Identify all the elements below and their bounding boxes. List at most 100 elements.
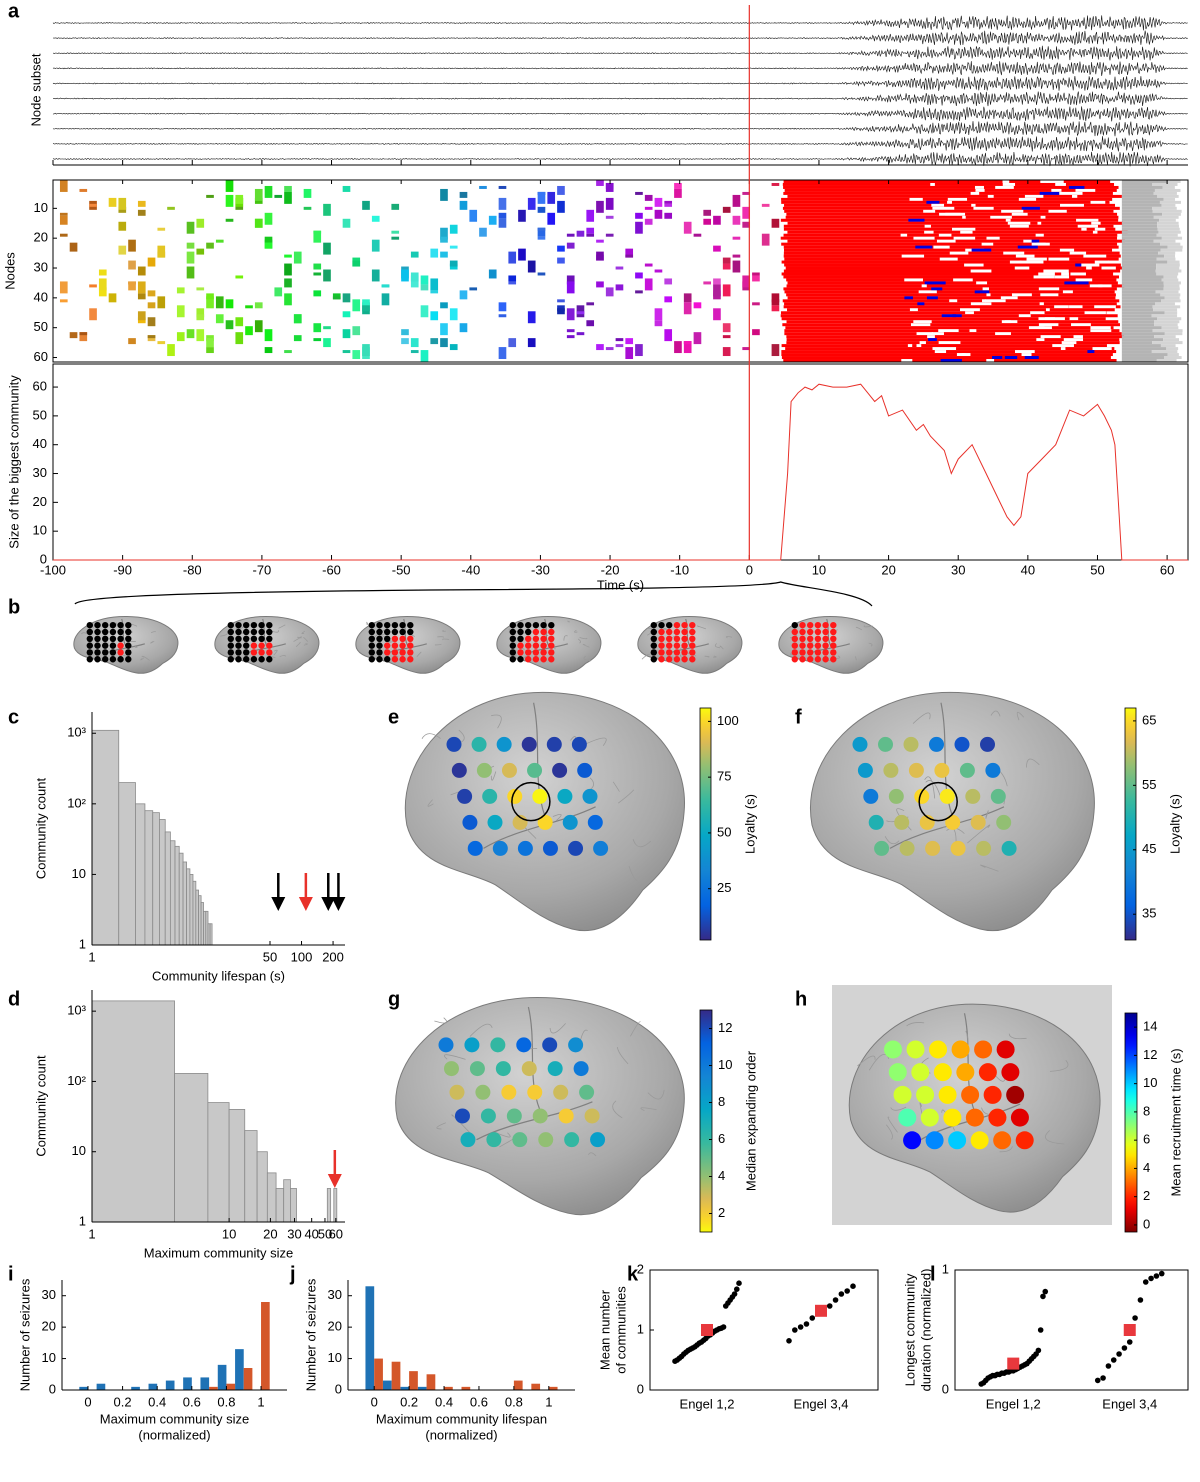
x-tick-label: 1 (545, 1394, 552, 1409)
community-gap (1075, 278, 1093, 282)
community-block (1121, 185, 1163, 189)
community-block (352, 350, 361, 360)
community-gap (1009, 224, 1029, 228)
community-block (683, 293, 692, 303)
brain-fold (273, 649, 278, 656)
community-block (1162, 185, 1175, 189)
bar (374, 1358, 383, 1390)
community-block (1155, 269, 1182, 273)
bar (531, 1383, 541, 1390)
electrode (109, 642, 117, 649)
electrode (94, 628, 101, 636)
electrode (553, 1084, 569, 1100)
electrode (925, 1131, 944, 1150)
electrode (673, 642, 681, 649)
community-block (1154, 323, 1178, 327)
electrode (243, 649, 250, 656)
brain-fold (278, 624, 286, 629)
community-block (1121, 230, 1159, 234)
brain-fold (612, 781, 620, 792)
electrode (102, 628, 109, 636)
community-block (157, 296, 166, 309)
mean-marker (815, 1304, 827, 1317)
community-gap (1090, 326, 1111, 330)
community-block (742, 347, 751, 351)
y-tick-label: 1 (79, 936, 86, 951)
electrode (250, 642, 258, 649)
y-tick-label: 20 (328, 1319, 342, 1334)
y-tick-label: 30 (328, 1287, 342, 1302)
brain-fold (789, 634, 798, 639)
community-block (352, 299, 361, 312)
electrode (571, 736, 587, 752)
community-gap (924, 281, 946, 285)
community-block (786, 284, 1125, 288)
electrode (250, 628, 258, 636)
brain-fold (912, 712, 931, 724)
community-block (742, 191, 751, 195)
brain-fold (647, 1089, 665, 1100)
community-block (771, 305, 780, 312)
electrode (548, 649, 555, 656)
brain-fold (570, 736, 577, 741)
point (731, 1291, 738, 1297)
electrode (903, 736, 919, 752)
point (1042, 1288, 1049, 1295)
electrode (391, 642, 399, 649)
brain-fold (612, 1100, 623, 1119)
electrode (540, 628, 547, 636)
brain-fold (567, 620, 570, 623)
electrode (516, 1037, 532, 1053)
electrode (102, 656, 109, 663)
community-block (703, 209, 712, 216)
community-block (1161, 326, 1179, 330)
electrode (799, 649, 806, 656)
electrode (807, 642, 814, 649)
community-block (196, 218, 205, 228)
electrode (438, 1037, 454, 1053)
electrode (546, 736, 562, 752)
electrode (996, 1040, 1015, 1059)
electrode (243, 621, 250, 629)
electrode (658, 628, 665, 636)
x-tick-label: 20 (881, 562, 895, 577)
community-block (196, 308, 205, 318)
point (844, 1288, 850, 1294)
brain-fold (885, 1124, 893, 1140)
community-gap (990, 215, 1012, 219)
community-block (635, 272, 643, 279)
electrode (399, 656, 406, 663)
bar (200, 1377, 210, 1390)
community-block (1121, 305, 1153, 309)
x-tick-label: 0.2 (400, 1394, 418, 1409)
community-gap (1046, 180, 1064, 183)
electrode (673, 621, 681, 629)
electrode (807, 635, 814, 642)
electrode (376, 628, 383, 636)
community-block (784, 290, 1115, 294)
community-block (391, 230, 400, 234)
y-axis-label: Community count (33, 778, 48, 880)
electrode (540, 642, 547, 649)
electrode (376, 656, 383, 663)
community-gap (1024, 356, 1039, 360)
community-block (206, 296, 214, 309)
electrode (959, 762, 975, 778)
brain-fold (584, 737, 607, 746)
brain-fold (628, 865, 638, 881)
x-tick-label: 0.6 (183, 1394, 201, 1409)
bar (333, 1188, 338, 1223)
brain-fold (999, 1146, 1013, 1153)
y-tick-label: 10 (328, 1350, 342, 1365)
electrode (125, 635, 132, 642)
electrode (552, 762, 568, 778)
electrode (791, 628, 798, 636)
community-block (703, 281, 712, 285)
electrode (266, 656, 273, 663)
brain-fold (365, 621, 369, 625)
electrode (86, 628, 94, 636)
y-tick-label: 50 (34, 319, 48, 334)
point (838, 1291, 845, 1297)
electrode (482, 788, 498, 804)
electrode (384, 649, 391, 656)
